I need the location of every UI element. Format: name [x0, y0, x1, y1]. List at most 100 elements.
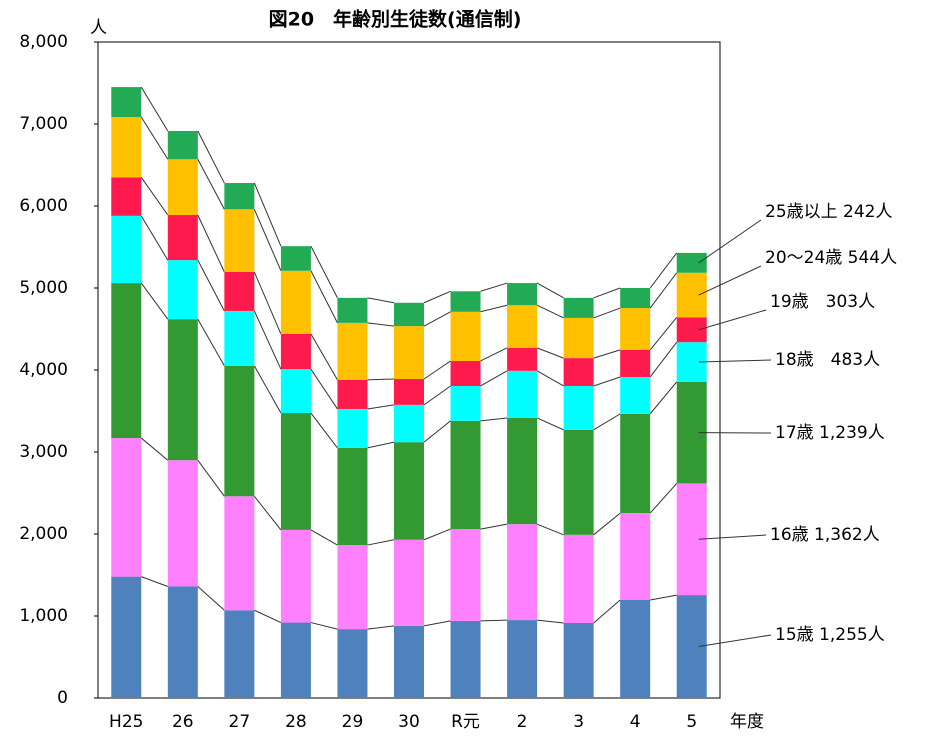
connector-line: [197, 159, 225, 210]
bar-segment: [620, 288, 651, 309]
connector-line: [197, 130, 225, 184]
connector-line: [649, 252, 678, 289]
bar-segment: [507, 524, 538, 621]
connector-line: [367, 297, 395, 304]
connector-line: [593, 376, 621, 387]
bar-segment: [280, 622, 311, 698]
bar-segment: [450, 420, 481, 530]
connector-line: [480, 347, 508, 362]
connector-line: [197, 259, 225, 312]
connector-line: [650, 594, 677, 601]
connector-line: [423, 385, 451, 406]
leader-line: [698, 219, 762, 264]
bar-segment: [224, 365, 255, 497]
bar-segment: [620, 349, 651, 377]
connector-line: [536, 347, 564, 359]
bar-segment: [224, 183, 255, 210]
annotation: 15歳 1,255人: [775, 625, 885, 645]
leader-line: [698, 265, 762, 296]
y-tick-label: 2,000: [19, 524, 68, 544]
bar-segment: [280, 246, 311, 271]
connector-line: [536, 282, 564, 299]
y-tick-label: 6,000: [19, 196, 68, 216]
connector-line: [480, 282, 508, 292]
chart-title: 図20 年齢別生徒数(通信制): [269, 8, 522, 31]
annotation: 25歳以上 242人: [765, 202, 892, 222]
bar-segment: [111, 177, 142, 216]
bar-segment: [450, 385, 481, 421]
bar-segment: [337, 408, 368, 448]
connector-line: [593, 287, 621, 299]
connector-line: [310, 368, 338, 410]
connector-line: [593, 599, 621, 624]
y-tick-label: 1,000: [19, 606, 68, 626]
bar-segment: [507, 417, 538, 525]
connector-line: [649, 317, 678, 351]
y-tick-label: 5,000: [19, 278, 68, 298]
bar-segment: [507, 620, 538, 698]
bar-segment: [676, 595, 707, 698]
bar-segment: [394, 442, 424, 540]
connector-line: [253, 495, 282, 531]
connector-line: [253, 209, 282, 271]
bar-segment: [394, 326, 424, 380]
connector-line: [536, 417, 564, 431]
connector-line: [254, 609, 282, 624]
connector-line: [197, 586, 225, 611]
bar-segment: [620, 413, 651, 514]
connector-line: [423, 290, 451, 304]
bar-segment: [337, 379, 368, 409]
bar-segment: [337, 297, 368, 323]
bar-segment: [167, 260, 198, 320]
connector-line: [367, 441, 395, 449]
connector-line: [593, 307, 621, 319]
connector-line: [367, 539, 395, 546]
connector-line: [140, 282, 169, 320]
y-unit: 人: [90, 18, 107, 38]
bar-segment: [337, 322, 368, 380]
bar-segment: [620, 600, 651, 698]
bar-segment: [563, 317, 594, 359]
bar-segment: [337, 629, 368, 698]
leader-line: [698, 634, 772, 648]
bar-segment: [563, 385, 594, 430]
bar-segment: [280, 529, 311, 623]
leader-line: [698, 359, 772, 363]
bar-segment: [563, 429, 594, 535]
bar-segment: [280, 333, 311, 370]
bar-segment: [280, 270, 311, 334]
bar-segment: [620, 513, 651, 601]
bar-segment: [676, 317, 707, 343]
connector-line: [140, 86, 169, 132]
connector-line: [649, 483, 678, 514]
connector-line: [536, 523, 564, 536]
bar-segment: [450, 311, 481, 361]
bar-segment: [563, 297, 594, 318]
connector-line: [423, 420, 451, 443]
bar-segment: [620, 308, 651, 350]
bar-segment: [394, 404, 424, 443]
annotation: 16歳 1,362人: [770, 525, 880, 545]
bar-segment: [676, 252, 707, 273]
connector-line: [197, 318, 225, 367]
annotation: 20～24歳 544人: [765, 248, 897, 268]
bar-segment: [167, 130, 198, 160]
connector-line: [310, 529, 338, 546]
bar-segment: [394, 379, 424, 405]
bar-segment: [111, 283, 142, 439]
connector-line: [649, 341, 678, 378]
x-tick-label: 3: [573, 712, 584, 732]
bar-segment: [337, 545, 368, 630]
y-tick-label: 4,000: [19, 360, 68, 380]
bar-segment: [280, 369, 311, 414]
connector-line: [367, 322, 395, 327]
bar-segment: [450, 360, 481, 386]
y-tick-label: 8,000: [19, 32, 68, 52]
connector-line: [140, 215, 169, 261]
bar-segment: [450, 291, 481, 312]
bar-segment: [167, 215, 198, 261]
connector-line: [536, 370, 564, 387]
bar-segment: [111, 576, 142, 698]
connector-line: [253, 310, 282, 370]
connector-line: [536, 304, 564, 319]
